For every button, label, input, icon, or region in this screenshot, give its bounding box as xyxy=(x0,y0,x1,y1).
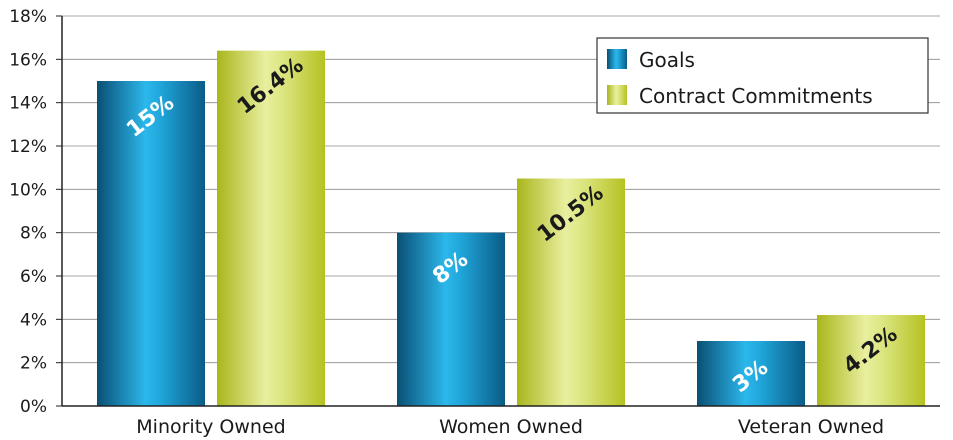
bar-contract-commitments xyxy=(217,50,325,407)
y-tick-label: 6% xyxy=(20,267,47,287)
y-tick-label: 12% xyxy=(9,137,47,157)
x-category-label: Women Owned xyxy=(439,416,583,438)
legend: Goals Contract Commitments xyxy=(596,37,929,114)
y-tick-label: 16% xyxy=(9,50,47,70)
legend-swatch-contract-commitments xyxy=(607,85,627,105)
bar-contract-commitments xyxy=(817,315,925,406)
y-tick-label: 18% xyxy=(9,7,47,27)
legend-swatch-goals xyxy=(607,49,627,69)
bar-goals xyxy=(697,341,805,406)
x-category-label: Minority Owned xyxy=(136,416,285,438)
legend-label-goals: Goals xyxy=(639,48,695,72)
y-tick-label: 10% xyxy=(9,180,47,200)
y-axis-ticks: 0% 2% 4% 6% 8% 10% 12% 14% 16% 18% xyxy=(9,7,62,417)
x-axis-categories: Minority Owned Women Owned Veteran Owned xyxy=(136,416,884,438)
y-tick-label: 14% xyxy=(9,94,47,114)
y-tick-label: 0% xyxy=(20,397,47,417)
y-tick-label: 8% xyxy=(20,224,47,244)
x-category-label: Veteran Owned xyxy=(738,416,884,438)
bar-goals xyxy=(97,81,205,406)
bar-contract-commitments xyxy=(517,178,625,406)
legend-box xyxy=(596,37,929,114)
bars xyxy=(97,50,925,407)
y-tick-label: 4% xyxy=(20,310,47,330)
gridlines xyxy=(62,15,940,364)
bar-goals xyxy=(397,232,505,406)
y-tick-label: 2% xyxy=(20,354,47,374)
legend-label-contract-commitments: Contract Commitments xyxy=(639,84,873,108)
